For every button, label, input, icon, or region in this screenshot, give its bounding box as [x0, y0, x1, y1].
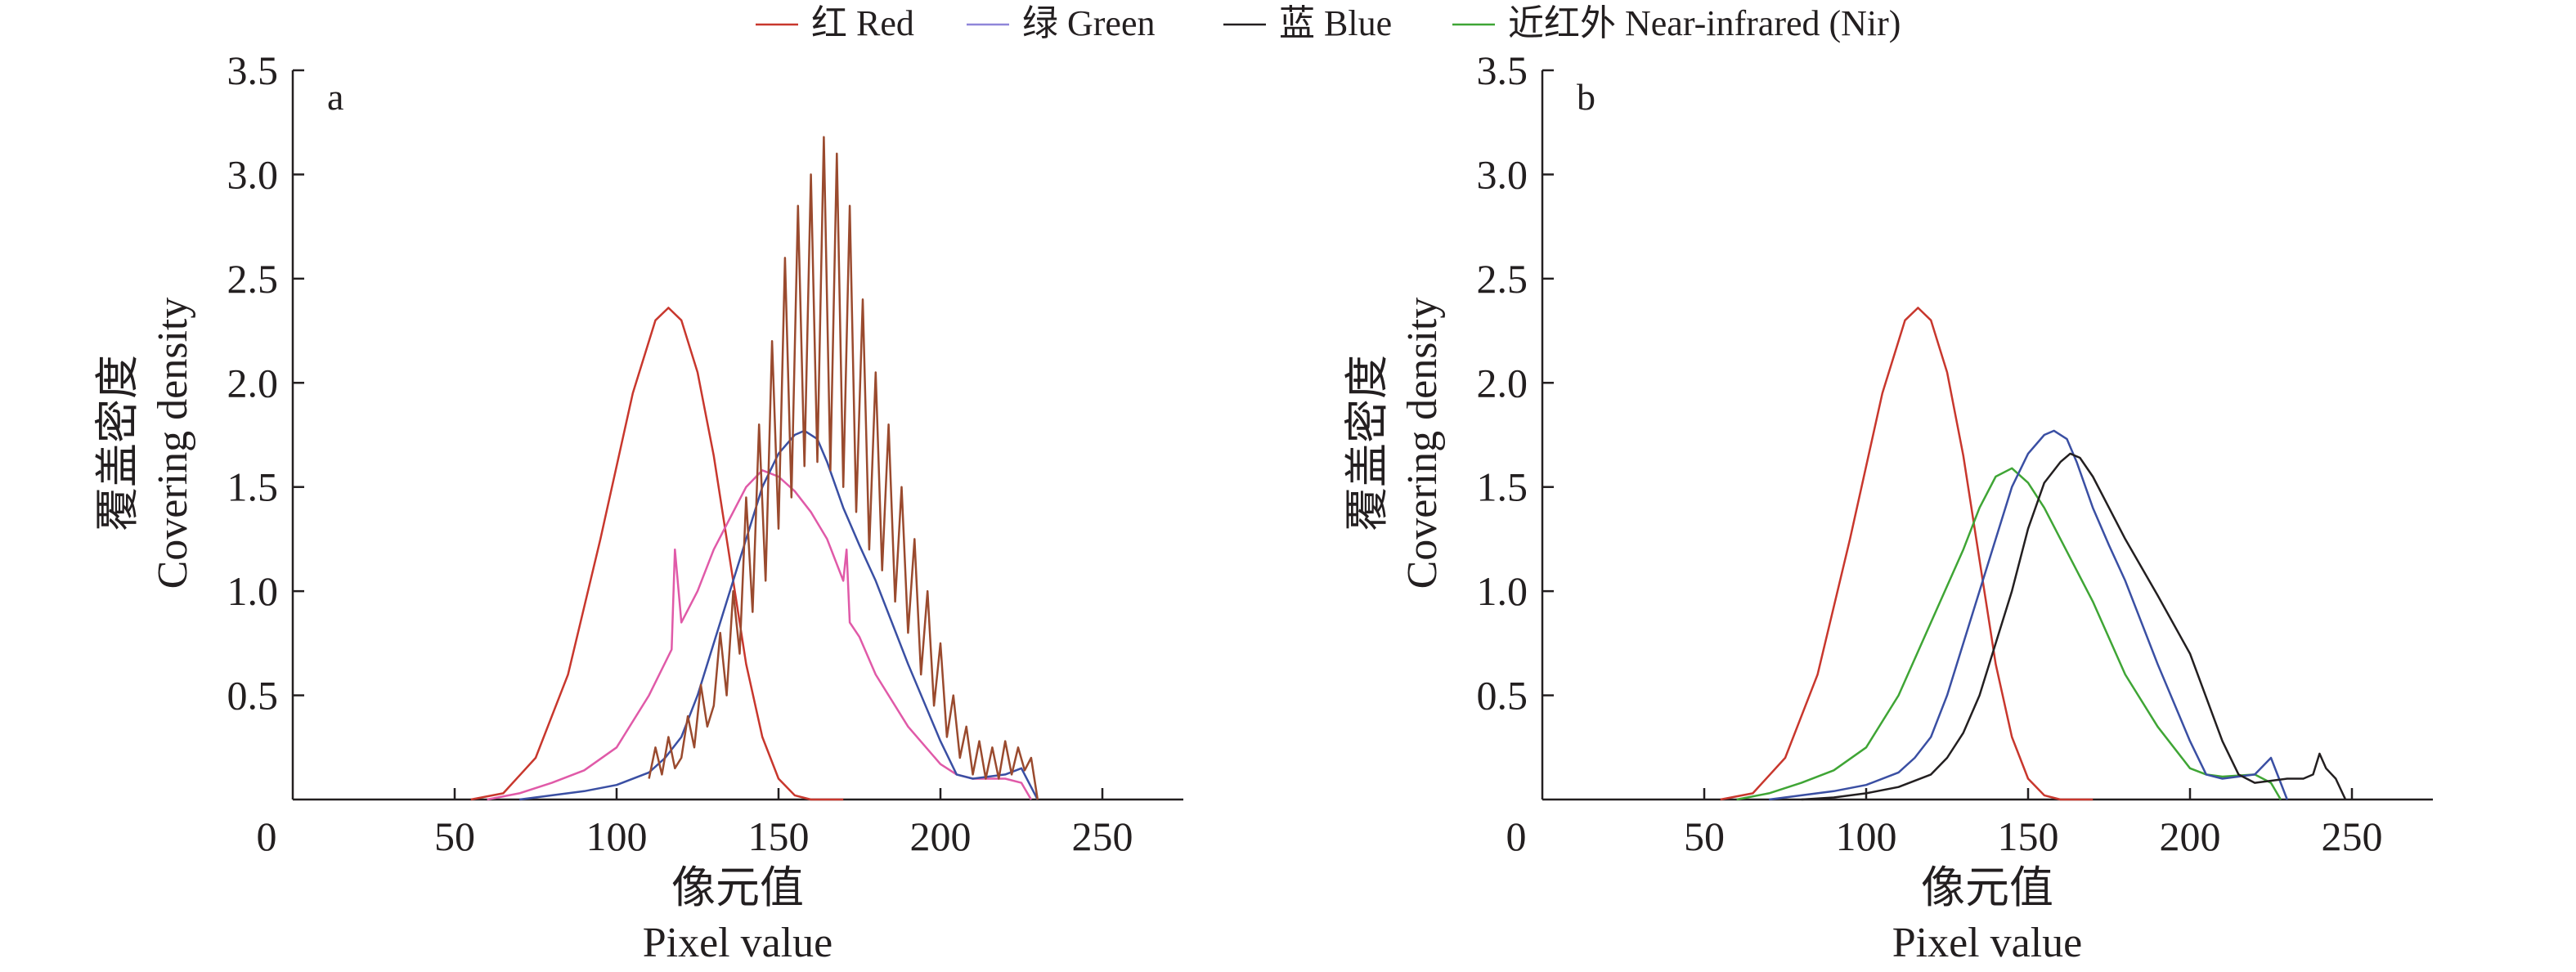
y-tick-label: 2.5	[1477, 256, 1528, 302]
y-tick-label: 0.5	[1477, 673, 1528, 719]
y-tick-label: 1.5	[227, 464, 279, 510]
x-tick-label: 150	[748, 813, 810, 859]
chart-panel-a: 0.5 1.0 1.5 2.0 2.5 3.0 3.5 0 50 100 150 200 250 a 像元值…	[93, 47, 1183, 966]
y-axis-title: 覆盖密度	[1343, 355, 1392, 531]
x-tick-label: 0	[1506, 813, 1527, 859]
x-tick-label: 250	[1072, 813, 1133, 859]
chart-panel-b: 0.5 1.0 1.5 2.0 2.5 3.0 3.5 0 50 100 150 200 250 b 像元值…	[1343, 47, 2433, 966]
x-axis-title-en: Pixel value	[1892, 920, 2083, 966]
x-tick-label: 50	[1684, 813, 1725, 859]
y-axis-title-en: Covering density	[1399, 298, 1446, 589]
series-line-2	[487, 469, 1032, 801]
y-tick-label: 3.0	[1477, 151, 1528, 197]
y-tick-label: 1.0	[1477, 568, 1528, 614]
y-axis-title-en: Covering density	[150, 298, 196, 589]
series-line-4	[1801, 452, 2347, 801]
series-line-1	[470, 307, 844, 801]
y-tick-label: 3.5	[1477, 47, 1528, 93]
y-tick-label: 3.0	[227, 151, 279, 197]
x-tick-label: 150	[1998, 813, 2059, 859]
y-axis-title: 覆盖密度	[93, 355, 142, 531]
series-line-3	[1769, 429, 2288, 801]
series-line-2	[1736, 467, 2282, 801]
x-tick-label: 200	[910, 813, 972, 859]
y-tick-label: 2.5	[227, 256, 279, 302]
y-tick-label: 1.0	[227, 568, 279, 614]
y-tick-label: 1.5	[1477, 464, 1528, 510]
x-tick-label: 100	[586, 813, 648, 859]
x-tick-label: 200	[2160, 813, 2221, 859]
panel-label: b	[1577, 76, 1595, 118]
y-tick-label: 2.0	[227, 360, 279, 405]
series-line-3	[519, 429, 1039, 801]
legend-label-1: 红 Red	[811, 3, 914, 43]
legend-label-4: 近红外 Near-infrared (Nir)	[1508, 3, 1901, 43]
panel-label: a	[327, 76, 343, 118]
x-tick-label: 100	[1836, 813, 1897, 859]
x-axis-title: 像元值	[671, 863, 804, 912]
y-tick-label: 0.5	[227, 673, 279, 719]
legend-label-2: 绿 Green	[1022, 3, 1156, 43]
y-tick-label: 3.5	[227, 47, 279, 93]
legend-label-3: 蓝 Blue	[1279, 3, 1392, 43]
x-axis-title-en: Pixel value	[643, 920, 833, 966]
series-line-4	[648, 136, 1039, 800]
x-tick-label: 0	[257, 813, 277, 859]
legend: 红 Red 绿 Green 蓝 Blue 近红外 Near-infrared (Nir…	[756, 3, 1901, 43]
x-axis-title: 像元值	[1921, 863, 2053, 912]
x-tick-label: 250	[2322, 813, 2383, 859]
series-line-1	[1720, 307, 2094, 801]
x-tick-label: 50	[434, 813, 475, 859]
y-tick-label: 2.0	[1477, 360, 1528, 405]
